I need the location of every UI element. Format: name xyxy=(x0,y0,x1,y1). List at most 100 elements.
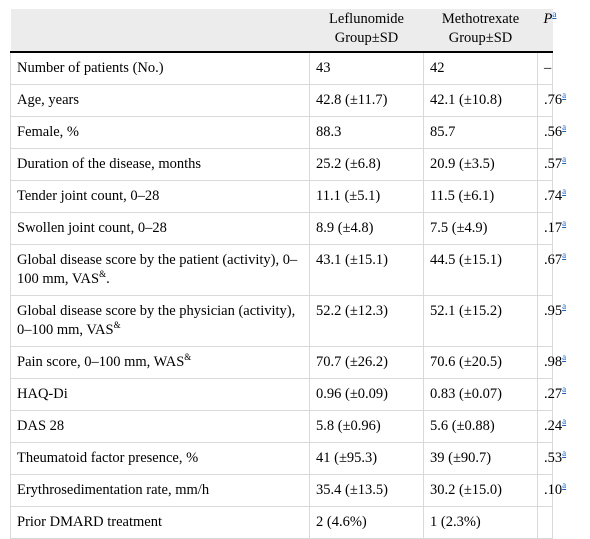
leflunomide-value: 11.1 (±5.1) xyxy=(309,180,424,213)
methotrexate-value: 1 (2.3%) xyxy=(423,506,538,539)
row-label: Theumatoid factor presence, % xyxy=(17,450,199,466)
methotrexate-value: 20.9 (±3.5) xyxy=(423,148,538,181)
row-label: Number of patients (No.) xyxy=(17,60,164,76)
p-value-cell: .17a xyxy=(537,212,566,245)
row-label-cell: Tender joint count, 0–28 xyxy=(10,180,310,213)
row-label-cell: Female, % xyxy=(10,116,310,149)
p-value: .27 xyxy=(544,386,563,402)
p-value: – xyxy=(544,60,552,76)
table-row: Global disease score by the physician (a… xyxy=(10,295,566,347)
row-label-cell: Age, years xyxy=(10,84,310,117)
p-value-footnote-link[interactable]: a xyxy=(562,250,567,261)
p-value-footnote-link[interactable]: a xyxy=(562,352,567,363)
methotrexate-value: 52.1 (±15.2) xyxy=(423,295,538,347)
row-label: Erythrosedimentation rate, mm/h xyxy=(17,482,210,498)
leflunomide-value: 5.8 (±0.96) xyxy=(309,410,424,443)
leflunomide-value: 52.2 (±12.3) xyxy=(309,295,424,347)
row-label-cell: Global disease score by the physician (a… xyxy=(10,295,310,347)
p-value-cell: .57a xyxy=(537,148,566,181)
header-p-value: Pa xyxy=(537,9,557,53)
header-row: Leflunomide Group±SD Methotrexate Group±SD… xyxy=(10,9,557,53)
header-p-footnote-link[interactable]: a xyxy=(552,9,557,20)
p-value-cell: .98a xyxy=(537,346,566,379)
header-empty xyxy=(10,9,310,53)
leflunomide-value: 88.3 xyxy=(309,116,424,149)
p-value-cell: – xyxy=(537,51,553,85)
p-value: .76 xyxy=(544,92,563,108)
p-value-footnote-link[interactable]: a xyxy=(562,301,567,312)
table-row: HAQ-Di 0.96 (±0.09) 0.83 (±0.07) .27a xyxy=(10,378,566,411)
row-label: Tender joint count, 0–28 xyxy=(17,188,160,204)
p-value-footnote-link[interactable]: a xyxy=(562,122,567,133)
p-value-footnote-link[interactable]: a xyxy=(562,154,567,165)
p-value: .56 xyxy=(544,124,563,140)
table-row: Number of patients (No.) 43 42– xyxy=(10,51,553,85)
methotrexate-value: 11.5 (±6.1) xyxy=(423,180,538,213)
leflunomide-value: 8.9 (±4.8) xyxy=(309,212,424,245)
methotrexate-value: 30.2 (±15.0) xyxy=(423,474,538,507)
header-leflunomide: Leflunomide Group±SD xyxy=(309,9,424,53)
p-value-footnote-link[interactable]: a xyxy=(562,480,567,491)
baseline-characteristics-table: Leflunomide Group±SD Methotrexate Group±SD… xyxy=(10,9,566,539)
header-methotrexate: Methotrexate Group±SD xyxy=(423,9,538,53)
p-value-cell: .76a xyxy=(537,84,566,117)
p-value-footnote-link[interactable]: a xyxy=(562,416,567,427)
row-label: DAS 28 xyxy=(17,418,65,434)
p-value-footnote-link[interactable]: a xyxy=(562,384,567,395)
p-value: .95 xyxy=(544,303,563,319)
table-row: Pain score, 0–100 mm, WAS& 70.7 (±26.2) 70… xyxy=(10,346,566,379)
table-row: DAS 28 5.8 (±0.96) 5.6 (±0.88) .24a xyxy=(10,410,566,443)
leflunomide-value: 41 (±95.3) xyxy=(309,442,424,475)
p-value-footnote-link[interactable]: a xyxy=(562,90,567,101)
methotrexate-value: 70.6 (±20.5) xyxy=(423,346,538,379)
table-row: Theumatoid factor presence, % 41 (±95.3) 3… xyxy=(10,442,566,475)
row-label: Duration of the disease, months xyxy=(17,156,202,172)
p-value: .17 xyxy=(544,220,563,236)
row-label-cell: Theumatoid factor presence, % xyxy=(10,442,310,475)
leflunomide-value: 43.1 (±15.1) xyxy=(309,244,424,296)
p-value: .57 xyxy=(544,156,563,172)
row-label: Female, % xyxy=(17,124,80,140)
methotrexate-value: 0.83 (±0.07) xyxy=(423,378,538,411)
table-row: Age, years 42.8 (±11.7) 42.1 (±10.8) .76a xyxy=(10,84,566,117)
header-leflunomide-line2: Group±SD xyxy=(334,30,399,46)
methotrexate-value: 85.7 xyxy=(423,116,538,149)
row-label: Age, years xyxy=(17,92,80,108)
methotrexate-value: 42.1 (±10.8) xyxy=(423,84,538,117)
p-value-cell: .95a xyxy=(537,295,566,347)
methotrexate-value: 42 xyxy=(423,51,538,85)
p-value-cell xyxy=(537,506,553,539)
table-row: Prior DMARD treatment 2 (4.6%) 1 (2.3%) xyxy=(10,506,553,539)
row-label: Global disease score by the patient (act… xyxy=(17,252,298,287)
row-label-tail: . xyxy=(106,271,110,287)
header-p-label: P xyxy=(543,11,553,27)
p-value-cell: .27a xyxy=(537,378,566,411)
row-label-cell: HAQ-Di xyxy=(10,378,310,411)
methotrexate-value: 44.5 (±15.1) xyxy=(423,244,538,296)
p-value-footnote-link[interactable]: a xyxy=(562,448,567,459)
p-value: .10 xyxy=(544,482,563,498)
methotrexate-value: 39 (±90.7) xyxy=(423,442,538,475)
p-value: .53 xyxy=(544,450,563,466)
row-label-cell: Duration of the disease, months xyxy=(10,148,310,181)
header-methotrexate-line1: Methotrexate xyxy=(441,11,520,27)
p-value-footnote-link[interactable]: a xyxy=(562,186,567,197)
header-methotrexate-line2: Group±SD xyxy=(448,30,513,46)
table-row: Erythrosedimentation rate, mm/h 35.4 (±13… xyxy=(10,474,566,507)
p-value-footnote-link[interactable]: a xyxy=(562,218,567,229)
row-label: Global disease score by the physician (a… xyxy=(17,303,296,338)
p-value-cell: .24a xyxy=(537,410,566,443)
p-value: .98 xyxy=(544,354,563,370)
row-label: HAQ-Di xyxy=(17,386,68,402)
row-label-cell: DAS 28 xyxy=(10,410,310,443)
table-row: Global disease score by the patient (act… xyxy=(10,244,566,296)
table-row: Female, % 88.3 85.7 .56a xyxy=(10,116,566,149)
leflunomide-value: 35.4 (±13.5) xyxy=(309,474,424,507)
row-label-cell: Erythrosedimentation rate, mm/h xyxy=(10,474,310,507)
table-row: Duration of the disease, months 25.2 (±6.… xyxy=(10,148,566,181)
row-label: Prior DMARD treatment xyxy=(17,514,162,530)
leflunomide-value: 2 (4.6%) xyxy=(309,506,424,539)
row-label-cell: Global disease score by the patient (act… xyxy=(10,244,310,296)
row-label-cell: Swollen joint count, 0–28 xyxy=(10,212,310,245)
p-value: .74 xyxy=(544,188,563,204)
